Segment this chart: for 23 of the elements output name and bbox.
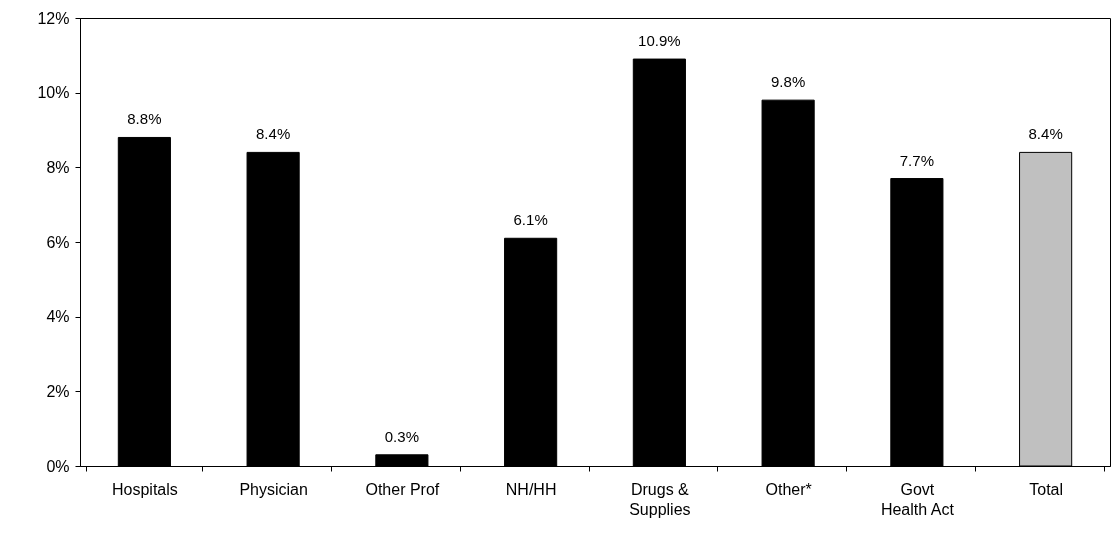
y-tick-label: 4% — [46, 308, 70, 326]
x-tick-label: Physician — [239, 480, 308, 498]
data-label: 10.9% — [638, 32, 681, 50]
data-label: 8.4% — [1028, 125, 1063, 143]
y-tick-label: 0% — [46, 457, 70, 475]
y-tick-label: 12% — [37, 9, 70, 27]
y-tick-label: 6% — [46, 233, 70, 251]
y-tick-label: 2% — [46, 382, 70, 400]
data-label: 8.4% — [256, 125, 291, 143]
x-tick-label: Total — [1029, 480, 1064, 498]
x-tick-label: Other* — [765, 480, 812, 498]
data-label: 7.7% — [899, 151, 934, 169]
y-tick-label: 8% — [46, 158, 70, 176]
data-label: 6.1% — [513, 211, 548, 229]
x-tick-label: NH/HH — [505, 480, 557, 498]
data-label: 0.3% — [384, 427, 419, 445]
x-tick-label: Drugs & Supplies — [629, 480, 691, 518]
x-tick-label: Other Prof — [365, 480, 440, 498]
data-label: 8.8% — [127, 110, 162, 128]
data-label: 9.8% — [771, 73, 806, 91]
y-tick-label: 10% — [37, 84, 70, 102]
x-tick-label: Govt Health Act — [880, 480, 955, 518]
x-tick-label: Hospitals — [111, 480, 178, 498]
